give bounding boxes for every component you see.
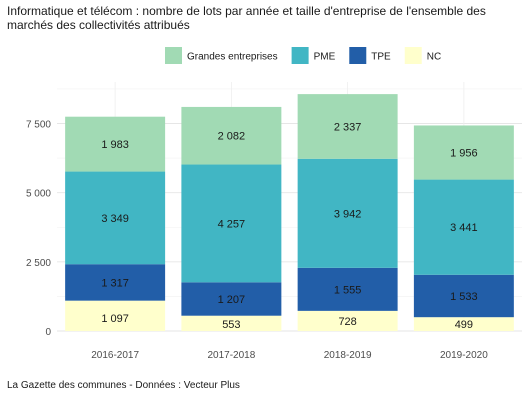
y-tick-label: 5 000 (26, 189, 51, 200)
y-tick-label: 7 500 (26, 120, 51, 131)
data-label: 1 555 (334, 284, 362, 296)
data-label: 553 (222, 319, 240, 331)
data-label: 3 349 (101, 213, 129, 225)
bar-segment (65, 264, 166, 301)
y-axis: 0 2 500 5 000 7 500 (26, 120, 51, 339)
legend: Grandes entreprises PME TPE NC (165, 47, 441, 64)
x-tick-label: 2017-2018 (207, 350, 255, 361)
data-label: 3 441 (450, 222, 478, 234)
data-label: 499 (455, 319, 473, 331)
bar-segment (413, 274, 514, 318)
bar-segment (297, 94, 398, 159)
data-label: 2 337 (334, 121, 362, 133)
bar-segment (65, 171, 166, 265)
data-label: 1 097 (101, 313, 129, 325)
bar-segment (297, 267, 398, 311)
legend-swatch (165, 47, 182, 64)
legend-label: Grandes entreprises (187, 52, 278, 63)
data-labels: 1 097 1 317 3 349 1 983 553 1 207 4 257 2 082 72… (101, 121, 477, 331)
legend-swatch (349, 47, 367, 64)
bar-segment (297, 310, 398, 331)
data-label: 3 942 (334, 208, 362, 220)
data-label: 1 317 (101, 277, 129, 289)
data-label: 728 (338, 316, 356, 328)
data-label: 1 983 (101, 139, 129, 151)
x-tick-label: 2018-2019 (324, 350, 372, 361)
bar-segment (65, 116, 166, 172)
data-label: 4 257 (218, 218, 246, 230)
chart-title: Informatique et télécom : nombre de lots… (7, 4, 486, 32)
x-axis: 2016-2017 2017-2018 2018-2019 2019-2020 (91, 350, 488, 361)
bar-segment (65, 300, 166, 331)
legend-swatch (291, 47, 309, 64)
bar-segment (181, 106, 282, 165)
x-tick-label: 2016-2017 (91, 350, 139, 361)
bar-segment (297, 158, 398, 268)
data-label: 1 207 (218, 294, 246, 306)
y-tick-label: 2 500 (26, 258, 51, 269)
bar-segment (181, 164, 282, 283)
bars (65, 94, 514, 331)
legend-label: NC (427, 52, 441, 63)
x-tick-label: 2019-2020 (440, 350, 488, 361)
bar-segment (181, 282, 282, 316)
data-label: 1 956 (450, 148, 478, 160)
bar-segment (413, 179, 514, 275)
y-tick-label: 0 (45, 327, 51, 338)
legend-label: PME (314, 52, 336, 63)
data-label: 1 533 (450, 291, 478, 303)
bar-segment (181, 315, 282, 331)
data-label: 2 082 (218, 131, 246, 143)
chart-source: La Gazette des communes - Données : Vect… (7, 380, 240, 391)
bar-segment (413, 317, 514, 331)
bar-segment (413, 125, 514, 180)
legend-swatch (404, 47, 422, 64)
legend-label: TPE (371, 52, 391, 63)
